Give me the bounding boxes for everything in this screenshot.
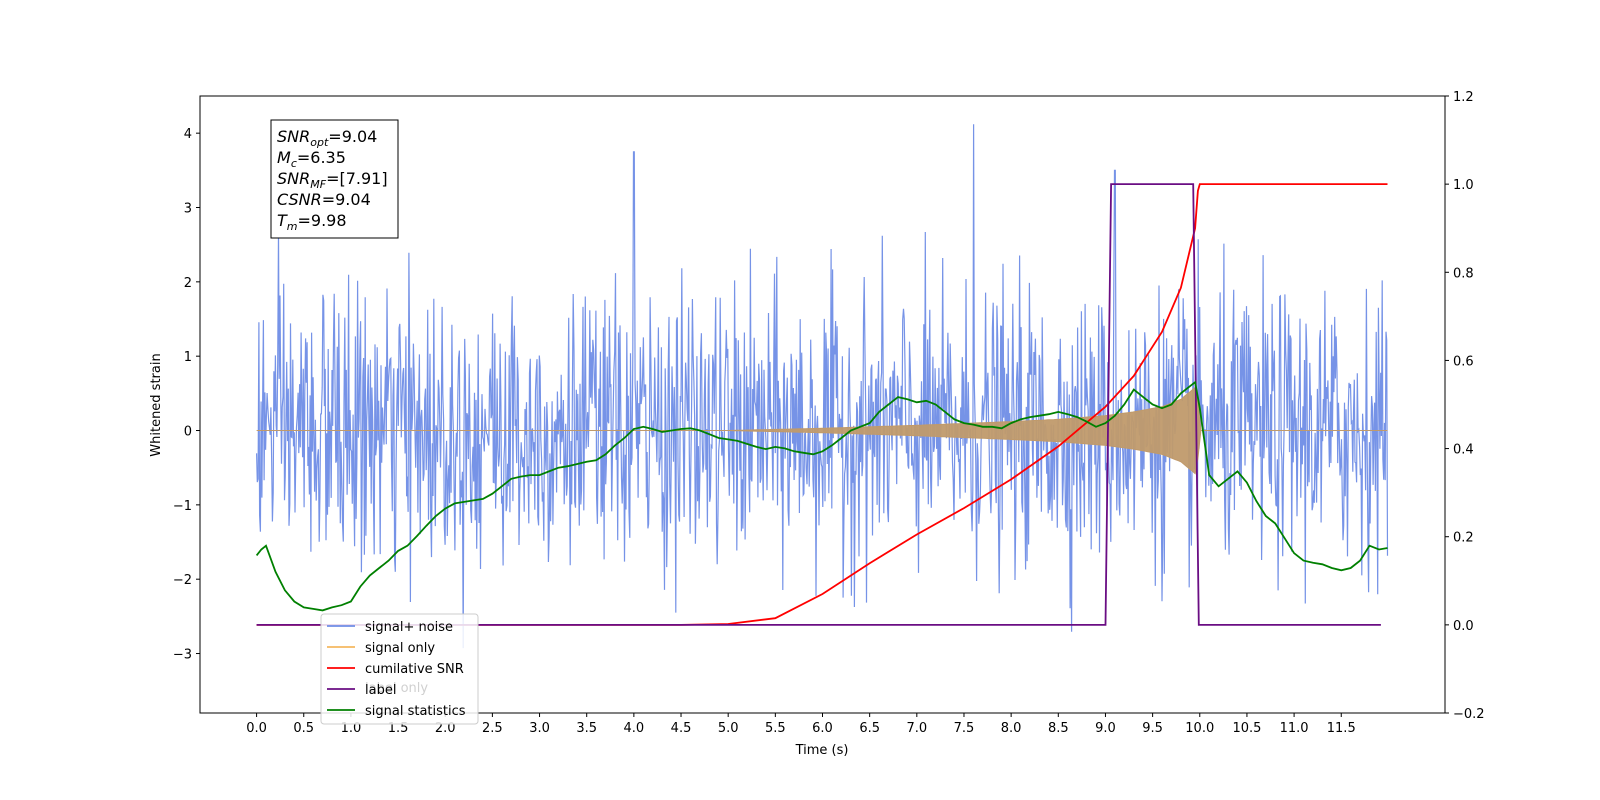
x-tick-label: 9.5 [1142, 721, 1163, 736]
annotation-line: CSNR=9.04 [277, 190, 371, 209]
x-tick-label: 3.5 [576, 721, 597, 736]
x-tick-label: 4.5 [671, 721, 692, 736]
y2-tick-label: 1.0 [1453, 178, 1474, 193]
legend-hidden-text: label only [365, 681, 428, 696]
x-tick-label: 8.5 [1048, 721, 1069, 736]
x-tick-label: 4.0 [624, 721, 645, 736]
annotation-line: Tm=9.98 [277, 211, 347, 233]
x-tick-label: 3.0 [529, 721, 550, 736]
series-signal-statistics [255, 380, 1388, 612]
x-tick-label: 1.5 [388, 721, 409, 736]
y2-tick-label: 0.2 [1453, 531, 1474, 546]
x-tick-label: 7.0 [906, 721, 927, 736]
annotation-line: SNRMF=[7.91] [277, 169, 388, 191]
x-tick-label: 10.0 [1185, 721, 1214, 736]
x-axis-label: Time (s) [795, 743, 849, 758]
legend-entries: signal+ noise signal only cumilative SNR la… [327, 620, 466, 719]
y2-tick-label: 1.2 [1453, 90, 1474, 105]
y-tick-label: 0 [184, 425, 192, 440]
y-tick-label: −1 [173, 499, 192, 514]
x-tick-label: 7.5 [954, 721, 975, 736]
y2-tick-label: 0.6 [1453, 354, 1474, 369]
x-tick-label: 5.5 [765, 721, 786, 736]
x-tick-label: 10.5 [1232, 721, 1261, 736]
x-tick-label: 2.5 [482, 721, 503, 736]
x-tick-label: 8.0 [1001, 721, 1022, 736]
series-layer [255, 124, 1389, 649]
legend-label: signal only [365, 641, 435, 656]
y2-tick-label: 0.4 [1453, 443, 1474, 458]
y-tick-label: 4 [184, 127, 192, 142]
y2-tick-label: 0.8 [1453, 266, 1474, 281]
x-tick-label: 1.0 [341, 721, 362, 736]
legend-label: label [365, 683, 396, 698]
legend-label: signal+ noise [365, 620, 453, 635]
x-tick-label: 2.0 [435, 721, 456, 736]
y-axis-label: Whitened strain [149, 353, 164, 456]
y-tick-label: −3 [173, 648, 192, 663]
ticks-layer: 0.0 0.5 1.0 1.5 2.0 2.5 3.0 3.5 4.0 4.5 5.0 5.5 6.0 6… [173, 90, 1485, 736]
annotation-line: SNRopt=9.04 [277, 127, 377, 149]
y2-tick-label: −0.2 [1453, 707, 1485, 722]
series-signal-noise [256, 124, 1389, 649]
series-label [256, 183, 1381, 626]
x-tick-label: 0.5 [293, 721, 314, 736]
y2-tick-label: 0.0 [1453, 619, 1474, 634]
legend: label only signal+ noise signal only cumil… [320, 613, 479, 725]
legend-label: cumilative SNR [365, 662, 464, 677]
x-tick-label: 9.0 [1095, 721, 1116, 736]
x-tick-label: 5.0 [718, 721, 739, 736]
x-tick-label: 11.5 [1327, 721, 1356, 736]
legend-frame [320, 613, 479, 725]
x-tick-label: 11.0 [1280, 721, 1309, 736]
series-cumulative-snr [256, 183, 1388, 626]
legend-label: signal statistics [365, 704, 466, 719]
x-tick-label: 0.0 [246, 721, 267, 736]
y-tick-label: 2 [184, 276, 192, 291]
annotation-line: Mc=6.35 [277, 148, 346, 170]
y-tick-label: 3 [184, 202, 192, 217]
annotation-frame [270, 119, 399, 239]
x-tick-label: 6.5 [859, 721, 880, 736]
y-tick-label: −2 [173, 573, 192, 588]
x-tick-label: 6.0 [812, 721, 833, 736]
y-tick-label: 1 [184, 350, 192, 365]
